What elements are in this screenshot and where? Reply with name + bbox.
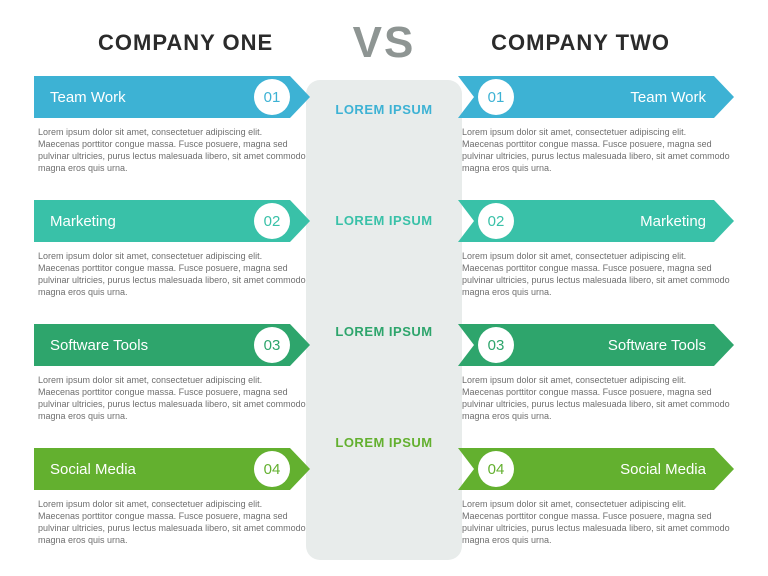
right-side: 04 Social Media Lorem ipsum dolor sit amet…	[458, 448, 734, 547]
left-desc: Lorem ipsum dolor sit amet, consectetuer…	[34, 366, 310, 423]
right-desc: Lorem ipsum dolor sit amet, consectetuer…	[458, 118, 734, 175]
left-banner: Social Media 04	[34, 448, 310, 490]
right-banner-label: Social Media	[620, 461, 706, 478]
content: LOREM IPSUM LOREM IPSUM LOREM IPSUM LORE…	[0, 76, 768, 564]
left-desc: Lorem ipsum dolor sit amet, consectetuer…	[34, 242, 310, 299]
right-desc: Lorem ipsum dolor sit amet, consectetuer…	[458, 242, 734, 299]
right-desc: Lorem ipsum dolor sit amet, consectetuer…	[458, 490, 734, 547]
right-side: 02 Marketing Lorem ipsum dolor sit amet, c…	[458, 200, 734, 299]
right-badge: 03	[478, 327, 514, 363]
right-badge: 02	[478, 203, 514, 239]
left-banner: Marketing 02	[34, 200, 310, 242]
right-banner-label: Marketing	[640, 213, 706, 230]
right-banner: 02 Marketing	[458, 200, 734, 242]
left-banner-label: Software Tools	[50, 337, 148, 354]
right-badge: 01	[478, 79, 514, 115]
header: COMPANY ONE VS COMPANY TWO	[0, 0, 768, 76]
left-banner: Team Work 01	[34, 76, 310, 118]
left-badge: 01	[254, 79, 290, 115]
vs-label: VS	[353, 18, 416, 68]
left-badge: 03	[254, 327, 290, 363]
right-side: 01 Team Work Lorem ipsum dolor sit amet, c…	[458, 76, 734, 175]
right-banner-label: Software Tools	[608, 337, 706, 354]
company-one-title: COMPANY ONE	[98, 30, 273, 56]
right-side: 03 Software Tools Lorem ipsum dolor sit am…	[458, 324, 734, 423]
left-banner-label: Team Work	[50, 89, 126, 106]
right-banner-label: Team Work	[630, 89, 706, 106]
right-banner: 03 Software Tools	[458, 324, 734, 366]
comparison-row: Marketing02Lorem ipsum dolor sit amet, c…	[34, 200, 734, 316]
right-badge: 04	[478, 451, 514, 487]
left-desc: Lorem ipsum dolor sit amet, consectetuer…	[34, 118, 310, 175]
left-side: Team Work 01Lorem ipsum dolor sit amet, c…	[34, 76, 310, 175]
left-badge: 02	[254, 203, 290, 239]
left-side: Social Media 04Lorem ipsum dolor sit amet…	[34, 448, 310, 547]
company-two-title: COMPANY TWO	[491, 30, 670, 56]
right-banner: 04 Social Media	[458, 448, 734, 490]
left-side: Software Tools 03Lorem ipsum dolor sit am…	[34, 324, 310, 423]
left-banner: Software Tools 03	[34, 324, 310, 366]
left-banner-label: Marketing	[50, 213, 116, 230]
comparison-row: Social Media04Lorem ipsum dolor sit amet…	[34, 448, 734, 564]
right-banner: 01 Team Work	[458, 76, 734, 118]
left-desc: Lorem ipsum dolor sit amet, consectetuer…	[34, 490, 310, 547]
left-side: Marketing 02Lorem ipsum dolor sit amet, c…	[34, 200, 310, 299]
right-desc: Lorem ipsum dolor sit amet, consectetuer…	[458, 366, 734, 423]
left-banner-label: Social Media	[50, 461, 136, 478]
left-badge: 04	[254, 451, 290, 487]
comparison-row: Team Work01Lorem ipsum dolor sit amet, c…	[34, 76, 734, 192]
comparison-row: Software Tools03Lorem ipsum dolor sit am…	[34, 324, 734, 440]
